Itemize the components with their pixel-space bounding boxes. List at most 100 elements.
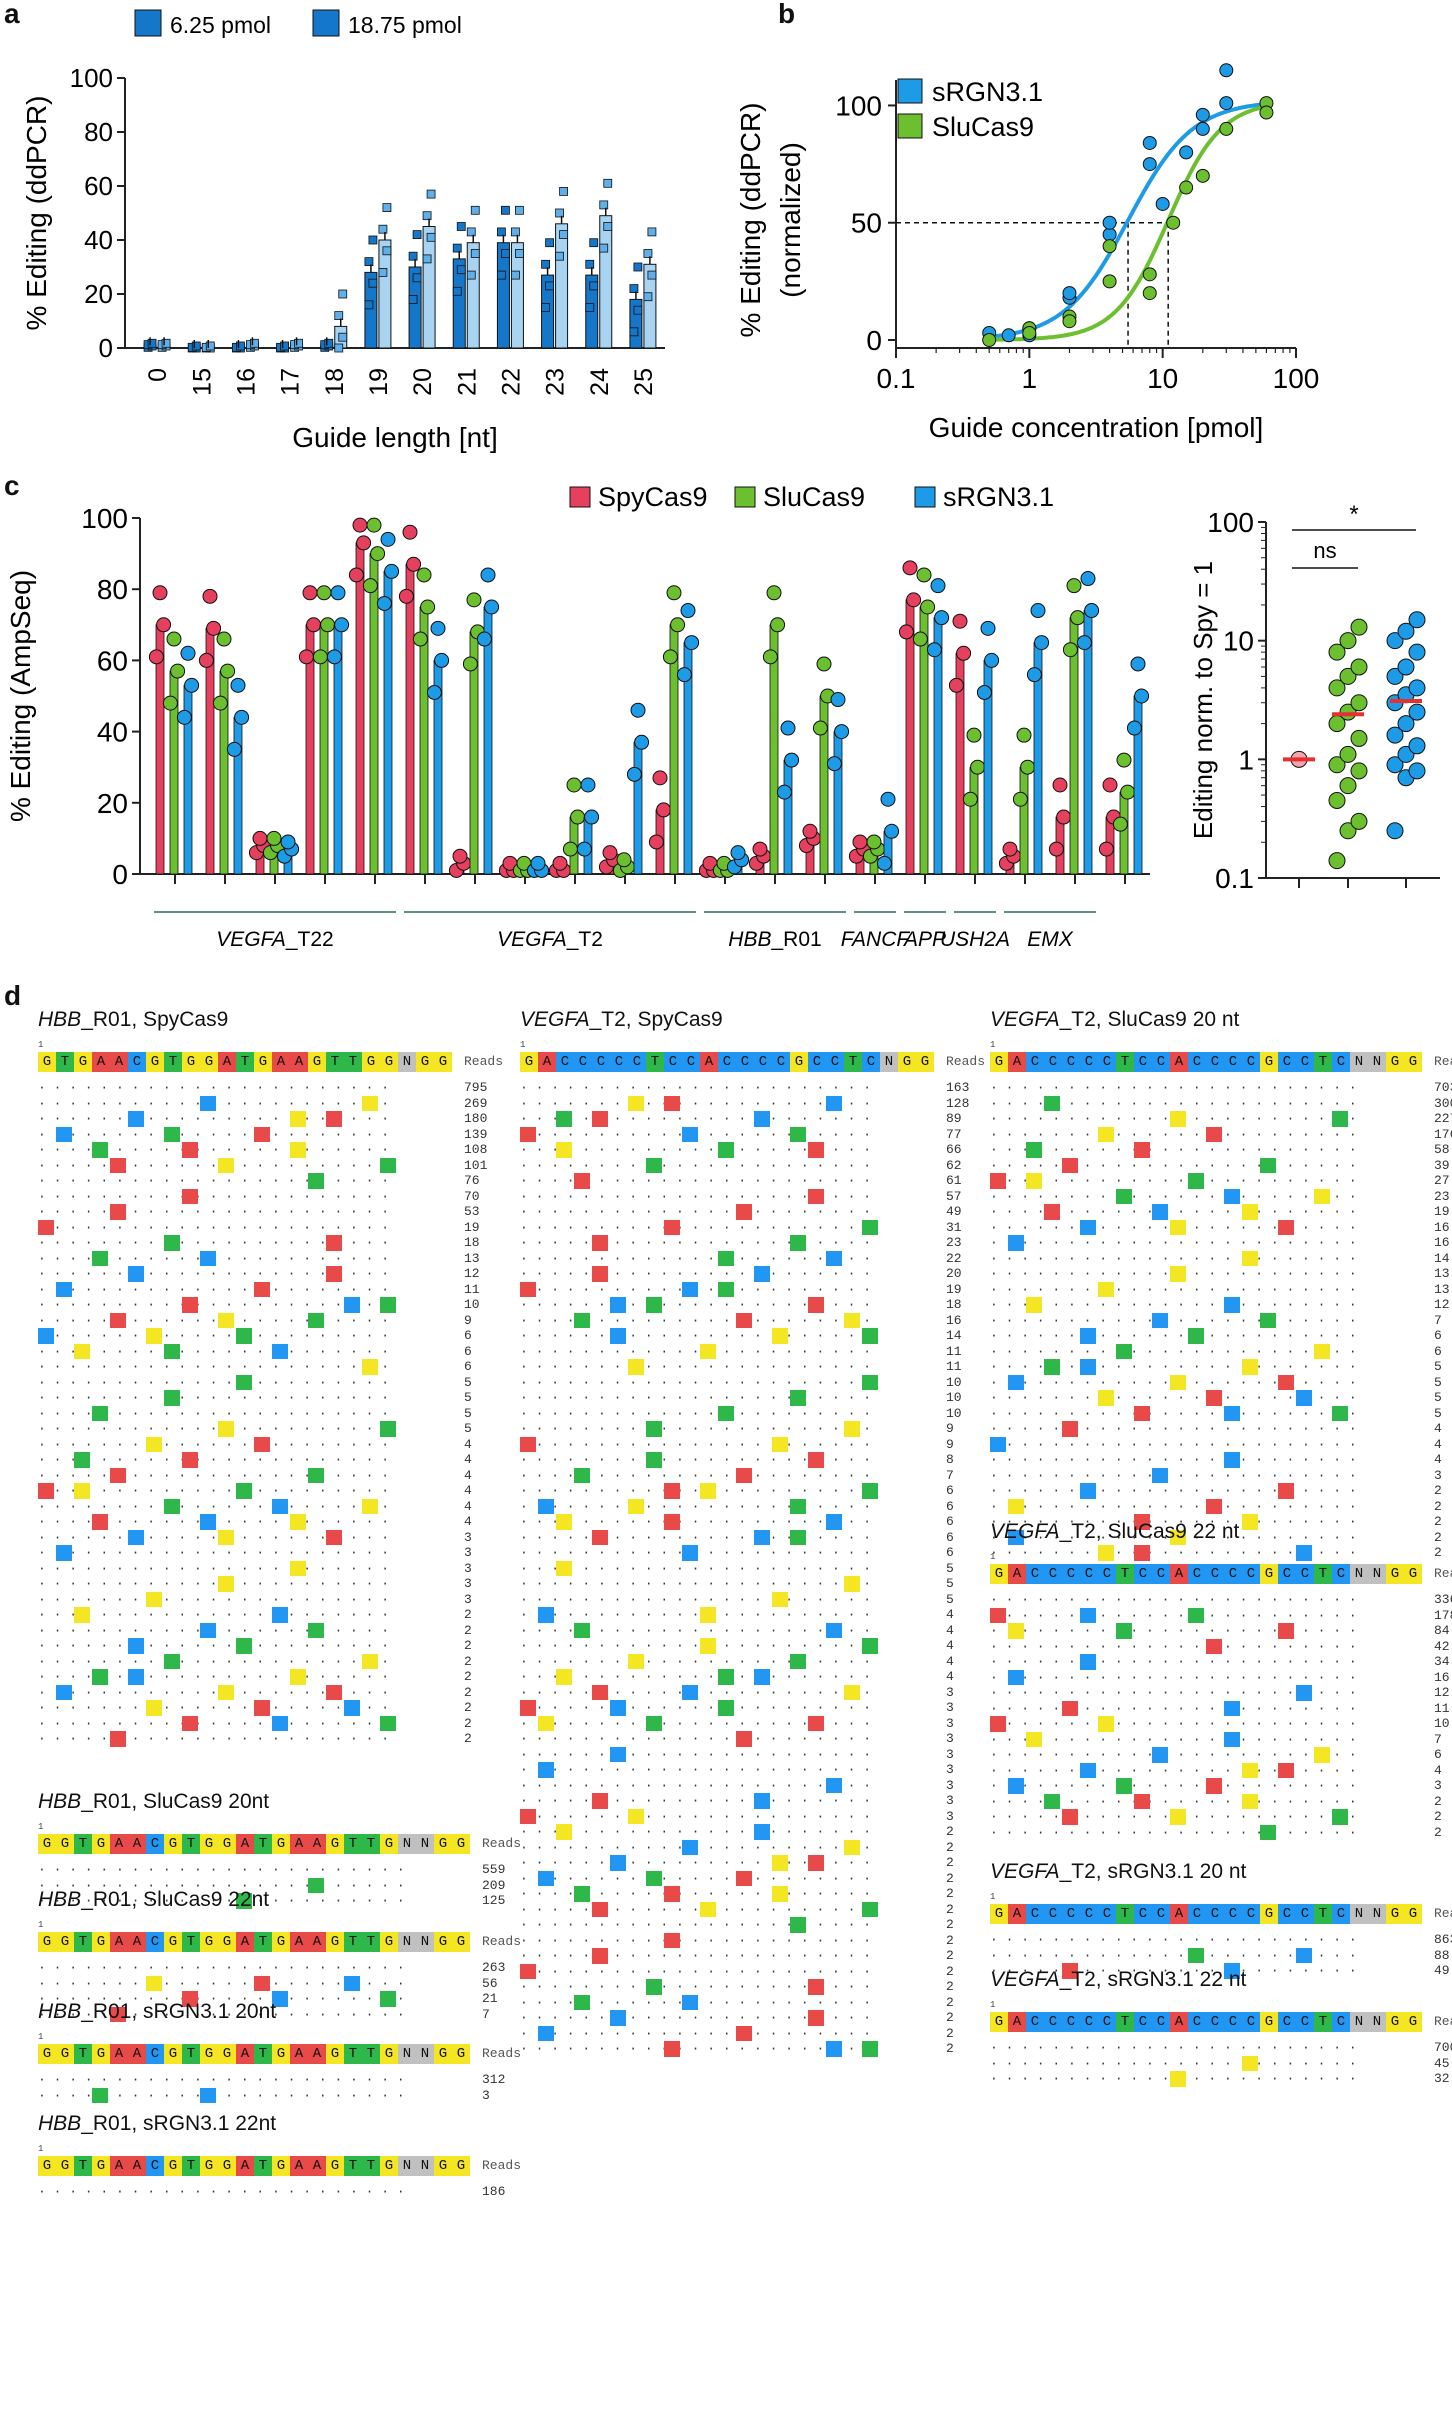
ref-base: N (416, 1834, 434, 1854)
c-point (626, 766, 642, 782)
read-row-dots: · · · · · · · · · · · · · · · · · · · · … (520, 1297, 872, 1312)
mutation-box (736, 1312, 752, 1328)
c-point (220, 663, 236, 679)
mutation-box (1206, 1390, 1222, 1406)
c-legend-label: SpyCas9 (598, 482, 708, 512)
ref-base: N (1350, 2012, 1368, 2032)
c-point (226, 741, 242, 757)
cr-point-slu (1328, 679, 1346, 697)
mutation-box (718, 1700, 734, 1716)
b-point-srgn (1195, 121, 1210, 136)
c-legend-swatch (914, 486, 936, 508)
ref-base: T (182, 2044, 200, 2064)
c-legend-swatch (569, 486, 591, 508)
read-row-dots: · · · · · · · · · · · · · · · · · · · · … (38, 1374, 390, 1390)
ref-base: C (1332, 2012, 1350, 2032)
read-count: 5 (946, 1591, 954, 1607)
c-point (216, 631, 232, 647)
reads-header: Reads (482, 2046, 522, 2061)
ref-base: T (1116, 1904, 1134, 1924)
read-row-dots: · · · · · · · · · · · · · · · · · · · · … (520, 1839, 872, 1855)
a-point (161, 338, 171, 348)
a-point (643, 249, 653, 258)
ref-base: G (56, 1834, 74, 1854)
ref-base: T (56, 1052, 74, 1072)
ref-base: N (1368, 1904, 1386, 1924)
c-point (884, 823, 900, 839)
read-row-dots: · · · · · · · · · · · · · · · · · · · · … (520, 1219, 872, 1235)
mutation-box (664, 2041, 680, 2057)
read-row-dots: · · · · · · · · · · · · · · · · · · · · … (520, 1157, 872, 1173)
panel-label-b: b (778, 0, 796, 29)
read-count: 2 (946, 1886, 954, 1901)
mutation-box (808, 1452, 824, 1468)
ref-base: A (110, 2044, 128, 2064)
mutation-box (862, 1901, 878, 1917)
read-count: 795 (464, 1080, 488, 1095)
mutation-box (808, 1297, 824, 1313)
mutation-box (772, 1436, 788, 1452)
c-point (630, 702, 646, 718)
mutation-box (862, 2041, 878, 2057)
c-point (1026, 667, 1042, 683)
ref-base: G (380, 1932, 398, 1952)
reads-header: Reads (1434, 1566, 1452, 1581)
read-count: 3 (946, 1746, 954, 1762)
cr-point-slu (1328, 791, 1346, 809)
read-count: 2 (946, 1948, 954, 1963)
mutation-box (74, 1483, 90, 1499)
ref-base: C (1062, 1052, 1080, 1072)
read-count: 49 (946, 1204, 962, 1219)
ref-base: T (1314, 1564, 1332, 1584)
read-row-dots: · · · · · · · · · · · · · · · · · · · · … (990, 1297, 1357, 1312)
ref-base: A (110, 1052, 128, 1072)
ref-base: N (1368, 1052, 1386, 1072)
mutation-box (682, 1126, 698, 1142)
read-row-dots: · · · · · · · · · · · · · · · · · · · · … (520, 1421, 872, 1436)
ref-base: N (416, 2044, 434, 2064)
read-count: 66 (946, 1142, 962, 1157)
ref-base: A (272, 1052, 290, 1072)
a-point (511, 227, 520, 237)
read-row-dots: · · · · · · · · · · · · · · · · · · · · … (38, 1862, 405, 1877)
mutation-box (1008, 1498, 1024, 1514)
read-row-dots: · · · · · · · · · · · · · · · · · · · · … (38, 1622, 390, 1638)
read-row-dots: · · · · · · · · · · · · · · · · · · · · … (38, 1343, 390, 1359)
a-point (205, 341, 215, 351)
mutation-box (808, 1715, 824, 1731)
mutation-box (92, 1405, 108, 1421)
mutation-box (1242, 1204, 1258, 1220)
c-point (784, 752, 800, 768)
read-count: 186 (482, 2184, 506, 2199)
mutation-box (128, 1638, 144, 1654)
ref-base: G (56, 1932, 74, 1952)
c-point (1056, 809, 1072, 825)
a-point (470, 205, 480, 215)
read-row-dots: · · · · · · · · · · · · · · · · · · · · … (38, 1653, 390, 1669)
read-row-dots: · · · · · · · · · · · · · · · · · · · · … (520, 1963, 872, 1979)
ref-base: G (416, 1052, 434, 1072)
c-point (384, 563, 400, 579)
ref-base: C (1152, 1052, 1170, 1072)
ref-base: T (362, 2044, 380, 2064)
mutation-box (1242, 1359, 1258, 1375)
mutation-box (128, 1266, 144, 1282)
read-row-dots: · · · · · · · · · · · · · · · · · · · · … (990, 1452, 1357, 1467)
ref-base: A (110, 1834, 128, 1854)
b-point-srgn (1179, 145, 1194, 160)
read-count: 3 (946, 1762, 954, 1777)
mutation-box (1026, 1142, 1042, 1158)
ref-base: A (290, 2156, 308, 2176)
a-point (452, 286, 462, 296)
ref-base: G (790, 1052, 808, 1072)
c-point (1120, 784, 1136, 800)
ref-base: N (398, 1932, 416, 1952)
mutation-box (556, 1111, 572, 1127)
seq-panel-title: VEGFA_T2, sRGN3.1 22 nt (990, 1968, 1247, 1991)
read-count: 18 (464, 1235, 480, 1250)
ref-base: G (218, 2156, 236, 2176)
ref-base: A (1008, 1904, 1026, 1924)
a-point (555, 251, 564, 261)
mutation-box (1296, 1947, 1312, 1963)
